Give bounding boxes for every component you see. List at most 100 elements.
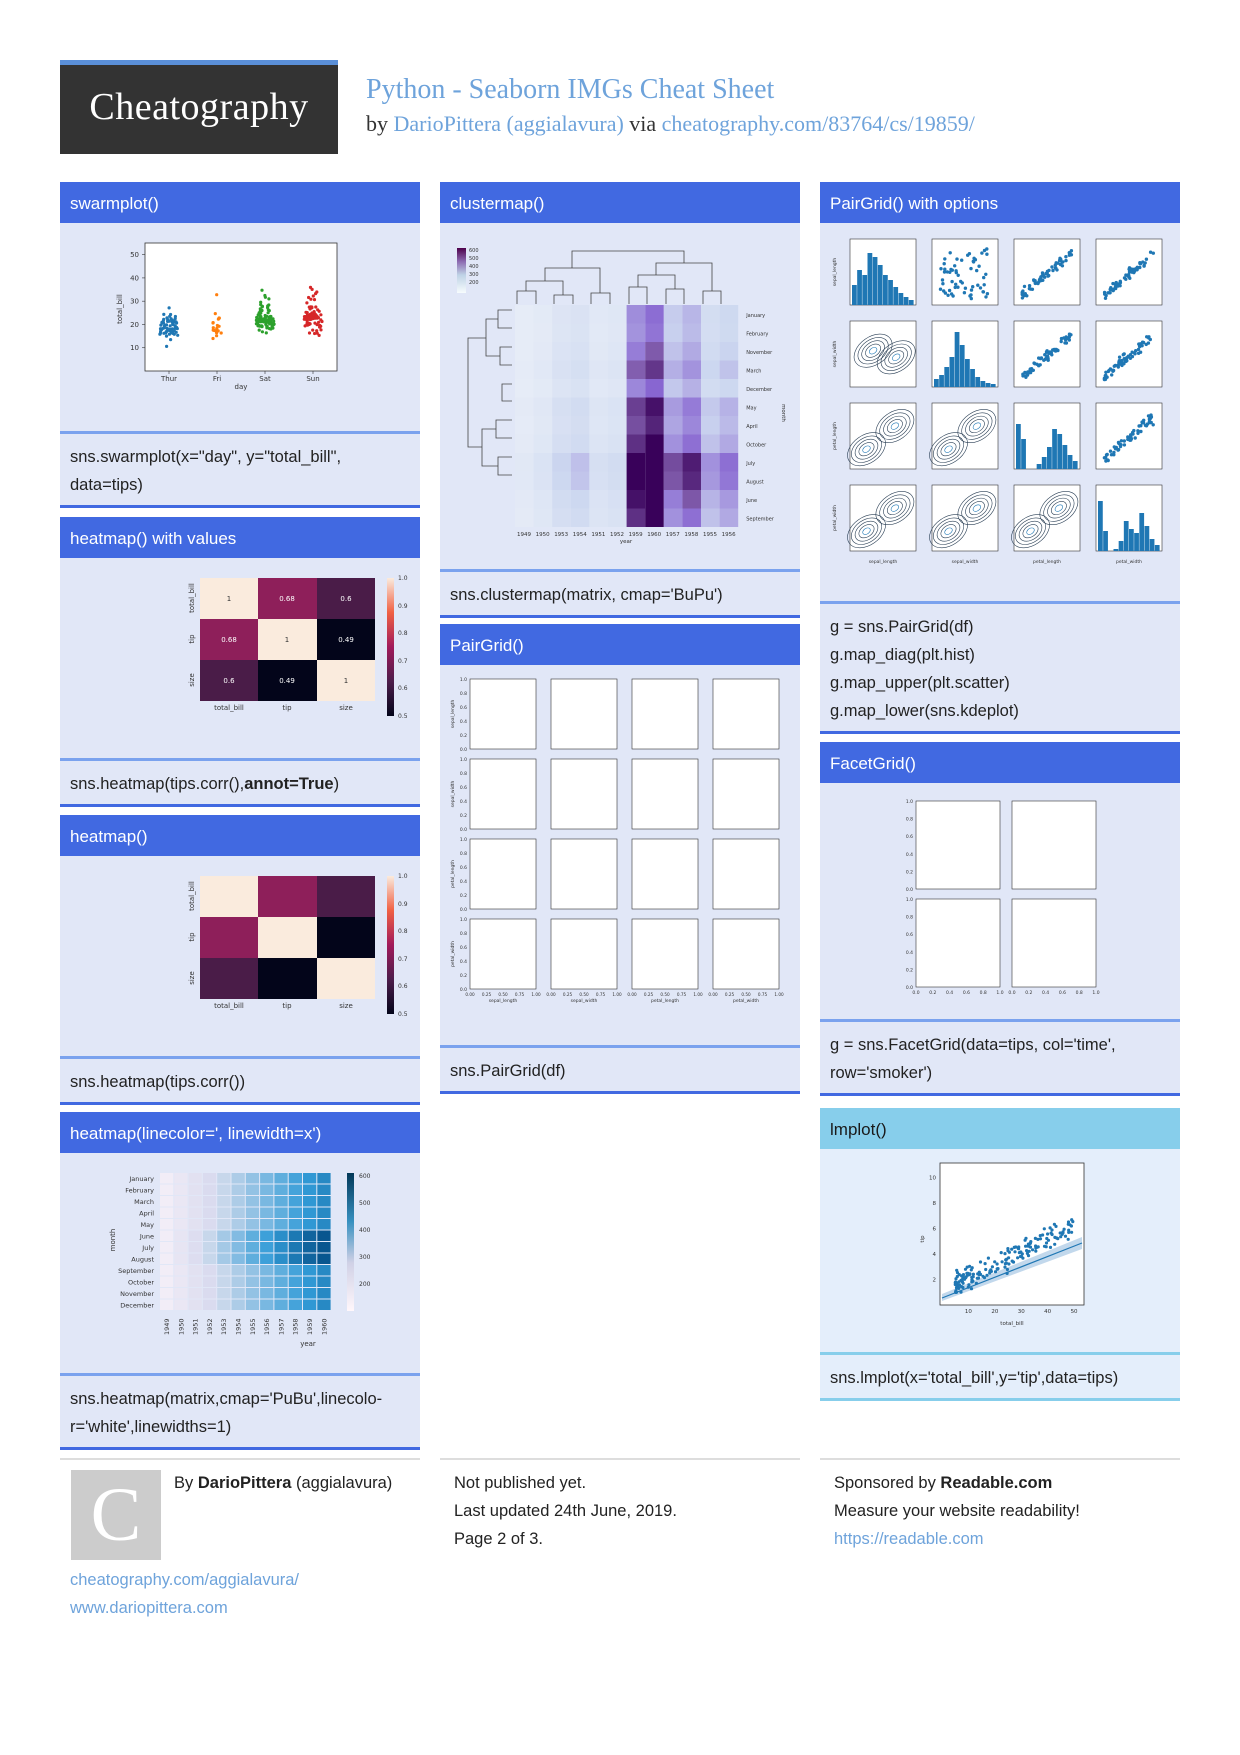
- clustermap-cell: [701, 453, 720, 472]
- author-link[interactable]: DarioPittera (aggialavura): [393, 111, 624, 136]
- scatter-point: [1060, 260, 1064, 264]
- heatmap-cell: [245, 1184, 260, 1195]
- hist-bar: [1067, 455, 1073, 469]
- clustermap-cell: [719, 305, 739, 324]
- scatter-point: [945, 270, 949, 274]
- footer-website-link[interactable]: www.dariopittera.com: [70, 1599, 228, 1617]
- clustermap-cell: [552, 323, 571, 342]
- heatmap-cell: [202, 1230, 217, 1241]
- heatmap-cell: [303, 1173, 317, 1184]
- heatmap-cell: [303, 1184, 317, 1195]
- code-bold: annot=True: [244, 775, 334, 793]
- scatter-point: [957, 1280, 961, 1284]
- facet-cell: [915, 800, 1001, 890]
- cheatography-logo[interactable]: Cheatography: [60, 60, 338, 154]
- hist-bar: [852, 285, 857, 305]
- row-label: size: [188, 971, 196, 985]
- colorbar-tick: 0.9: [398, 901, 408, 908]
- sheet-url-link[interactable]: cheatography.com/83764/cs/19859/: [661, 111, 975, 136]
- year-label: 1959: [306, 1318, 314, 1335]
- kde-contour: [933, 435, 964, 463]
- clustermap-cell: [701, 305, 720, 324]
- col-label: petal_length: [651, 998, 679, 1004]
- scatter-point: [1144, 342, 1148, 347]
- colorbar-tick: 0.5: [398, 1011, 408, 1018]
- clustermap-cell: [570, 490, 590, 509]
- footer-by: By: [174, 1474, 194, 1492]
- scatter-point: [1104, 459, 1108, 463]
- clustermap-cell: [533, 416, 553, 435]
- clustermap-cell: [663, 360, 683, 379]
- heatmap-cell: [160, 1196, 174, 1207]
- clustermap-cell: [719, 379, 739, 398]
- scatter-point: [968, 294, 972, 298]
- kde-contour: [883, 497, 907, 519]
- heatmap-cell: [202, 1173, 217, 1184]
- kde-contour: [890, 422, 899, 430]
- heatmap-cell: [260, 1265, 274, 1276]
- clustermap-cell: [719, 453, 739, 472]
- heatmap-cell: [160, 1230, 174, 1241]
- footer-author-name[interactable]: DarioPittera: [197, 1474, 292, 1492]
- scatter-point: [1019, 1254, 1023, 1258]
- y-tick-label: 10: [929, 1176, 936, 1182]
- y-tick-label: 40: [130, 274, 139, 282]
- clustermap-cell: [608, 323, 627, 342]
- colorbar-tick: 0.7: [398, 658, 408, 665]
- year-label: 1959: [629, 532, 643, 538]
- scatter-point: [1033, 281, 1037, 286]
- kde-contour: [1054, 504, 1063, 512]
- swarm-point: [211, 336, 215, 341]
- clustermap-cell: [626, 490, 646, 509]
- hist-bar: [1144, 526, 1150, 551]
- scatter-point: [962, 291, 967, 295]
- pairgrid-options-chart: sepal_lengthsepal_widthpetal_lengthpetal…: [832, 238, 1163, 565]
- col-label: petal_width: [733, 998, 759, 1004]
- scatter-point: [1053, 1242, 1057, 1246]
- row-label: petal_length: [832, 422, 838, 450]
- avatar[interactable]: C: [71, 1470, 161, 1560]
- heatmap-cell: [174, 1265, 188, 1276]
- y-tick-label: 10: [130, 344, 139, 352]
- clustermap-cell: [663, 323, 683, 342]
- swarm-point: [260, 330, 264, 334]
- year-label: 1951: [591, 532, 605, 538]
- heatmap-cell: [288, 1276, 302, 1287]
- heatmap-cell: [217, 1230, 231, 1241]
- clustermap-cell: [552, 453, 571, 472]
- hist-bar: [1118, 541, 1124, 551]
- clustermap-figure: 600 500 400 300 200 January Februar: [440, 223, 800, 569]
- scatter-point: [969, 1287, 974, 1291]
- swarm-point: [305, 313, 310, 317]
- section-heatmap-linecolor: heatmap(linecolor=', linewidth=x') Janua…: [60, 1112, 420, 1450]
- heatmap-cell: [288, 1230, 302, 1241]
- swarm-point: [174, 320, 178, 324]
- x-tick-label: 10: [965, 1309, 972, 1315]
- heatmap-cell: [260, 1230, 274, 1241]
- swarm-point: [319, 328, 323, 332]
- heatmap-cell: [217, 1207, 231, 1218]
- swarm-point: [158, 332, 162, 336]
- scatter-point: [1136, 347, 1141, 352]
- swarm-xlabel: day: [235, 383, 248, 391]
- scatter-point: [968, 1264, 972, 1268]
- scatter-point: [1144, 257, 1149, 261]
- scatter-point: [1023, 370, 1027, 375]
- x-tick-label: 0.00: [708, 992, 718, 997]
- scatter-point: [1010, 1259, 1014, 1263]
- footer-profile-link[interactable]: cheatography.com/aggialavura/: [70, 1571, 300, 1589]
- footer-sponsor-name[interactable]: Readable.com: [940, 1474, 1053, 1492]
- heatmap-cell: [174, 1219, 188, 1230]
- swarm-point: [167, 306, 171, 310]
- heatmap-cell: [245, 1196, 260, 1207]
- code-line: row='smoker'): [830, 1064, 933, 1082]
- scatter-point: [961, 1275, 965, 1279]
- swarmplot-chart: 50 40 30 20 10 Thur Fri Sat Sun total_bill day: [116, 242, 338, 391]
- footer-sponsor-link[interactable]: https://readable.com: [834, 1530, 984, 1548]
- clustermap-cell: [645, 471, 664, 490]
- swarm-point: [315, 329, 319, 333]
- scatter-point: [1007, 1262, 1011, 1266]
- scatter-point: [1102, 456, 1107, 460]
- col-label: size: [339, 704, 353, 712]
- heatmap-cell: [217, 1276, 231, 1287]
